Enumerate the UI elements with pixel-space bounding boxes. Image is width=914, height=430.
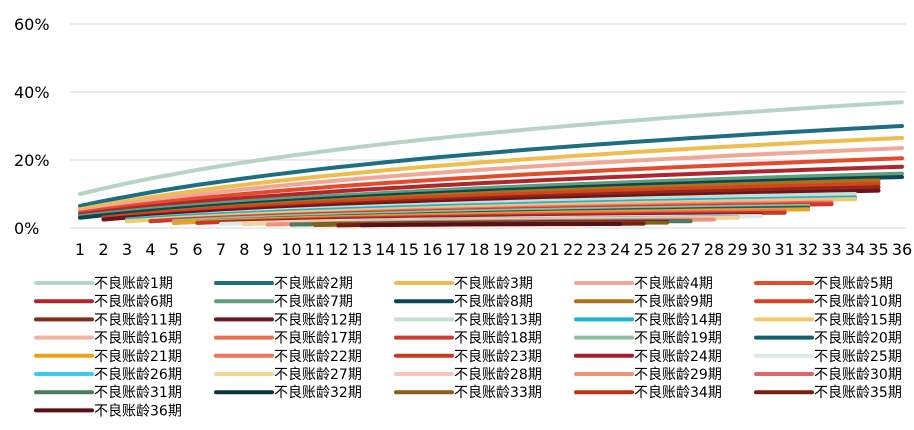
- x-tick-label: 36: [892, 240, 912, 259]
- x-tick-label: 22: [563, 240, 583, 259]
- x-tick-label: 29: [727, 240, 747, 259]
- legend-label: 不良账龄29期: [634, 367, 722, 383]
- x-tick-label: 34: [845, 240, 865, 259]
- x-tick-label: 6: [192, 240, 202, 259]
- x-tick-label: 33: [821, 240, 841, 259]
- series-line: [78, 164, 904, 217]
- x-tick-label: 17: [446, 240, 466, 259]
- legend-label: 不良账龄11期: [94, 312, 182, 328]
- x-tick-label: 2: [98, 240, 108, 259]
- x-tick-label: 27: [680, 240, 700, 259]
- legend-label: 不良账龄4期: [634, 276, 713, 292]
- x-tick-label: 26: [657, 240, 677, 259]
- x-tick-label: 16: [422, 240, 442, 259]
- x-tick-label: 5: [169, 240, 179, 259]
- x-tick-label: 23: [587, 240, 607, 259]
- y-tick-label: 40%: [14, 83, 50, 102]
- x-tick-label: 12: [328, 240, 348, 259]
- y-axis-tick-labels: 0% 20% 40% 60%: [14, 15, 50, 238]
- legend-label: 不良账龄27期: [274, 367, 362, 383]
- x-axis-tick-labels: 1 2 3 4 5 6 7 8 9 10 11 12 13 14 15 16 17 18 19 20 21 22 23 24 2…: [75, 240, 912, 259]
- x-tick-label: 13: [352, 240, 372, 259]
- legend-label: 不良账龄16期: [94, 331, 182, 347]
- series-lines: [78, 100, 904, 228]
- legend-label: 不良账龄31期: [94, 385, 182, 401]
- x-tick-label: 24: [610, 240, 630, 259]
- legend-label: 不良账龄7期: [274, 294, 353, 310]
- x-tick-label: 1: [75, 240, 85, 259]
- legend-label: 不良账龄34期: [634, 385, 722, 401]
- legend-label: 不良账龄9期: [634, 294, 713, 310]
- x-tick-label: 20: [516, 240, 536, 259]
- series-line: [78, 124, 904, 208]
- legend-label: 不良账龄12期: [274, 312, 362, 328]
- series-line: [78, 146, 904, 213]
- legend-label: 不良账龄17期: [274, 331, 362, 347]
- x-tick-label: 18: [469, 240, 489, 259]
- y-tick-label: 20%: [14, 151, 50, 170]
- series-line: [101, 181, 881, 220]
- legend-label: 不良账龄24期: [634, 349, 722, 365]
- x-tick-label: 31: [774, 240, 794, 259]
- x-tick-label: 28: [704, 240, 724, 259]
- legend-label: 不良账龄2期: [274, 276, 353, 292]
- legend-label: 不良账龄18期: [454, 331, 542, 347]
- x-tick-label: 7: [216, 240, 226, 259]
- legend-label: 不良账龄28期: [454, 367, 542, 383]
- series-line: [78, 135, 904, 212]
- x-tick-label: 11: [305, 240, 325, 259]
- x-tick-label: 4: [145, 240, 155, 259]
- legend-label: 不良账龄23期: [454, 349, 542, 365]
- x-tick-label: 35: [868, 240, 888, 259]
- x-tick-label: 8: [239, 240, 249, 259]
- x-tick-label: 14: [375, 240, 395, 259]
- grid-lines: [70, 23, 906, 229]
- series-line: [78, 171, 904, 219]
- x-tick-label: 21: [540, 240, 560, 259]
- x-tick-label: 32: [798, 240, 818, 259]
- x-tick-label: 30: [751, 240, 771, 259]
- legend-label: 不良账龄6期: [94, 294, 173, 310]
- legend-label: 不良账龄19期: [634, 331, 722, 347]
- series-line: [78, 156, 904, 215]
- legend-label: 不良账龄32期: [274, 385, 362, 401]
- legend-label: 不良账龄26期: [94, 367, 182, 383]
- legend-label: 不良账龄35期: [814, 385, 902, 401]
- x-tick-label: 19: [493, 240, 513, 259]
- legend-label: 不良账龄21期: [94, 349, 182, 365]
- legend-label: 不良账龄15期: [814, 312, 902, 328]
- y-tick-label: 60%: [14, 15, 50, 34]
- x-tick-label: 25: [633, 240, 653, 259]
- legend-label: 不良账龄14期: [634, 312, 722, 328]
- legend-label: 不良账龄33期: [454, 385, 542, 401]
- series-line: [359, 221, 623, 228]
- y-tick-label: 0%: [14, 219, 39, 238]
- legend-label: 不良账龄1期: [94, 276, 173, 292]
- legend-label: 不良账龄20期: [814, 331, 902, 347]
- legend-label: 不良账龄25期: [814, 349, 902, 365]
- legend-label: 不良账龄3期: [454, 276, 533, 292]
- legend-label: 不良账龄5期: [814, 276, 893, 292]
- x-tick-label: 9: [263, 240, 273, 259]
- x-tick-label: 10: [281, 240, 301, 259]
- x-tick-label: 15: [399, 240, 419, 259]
- legend-label: 不良账龄13期: [454, 312, 542, 328]
- legend-label: 不良账龄22期: [274, 349, 362, 365]
- x-tick-label: 3: [122, 240, 132, 259]
- legend-label: 不良账龄36期: [94, 403, 182, 419]
- legend-label: 不良账龄8期: [454, 294, 533, 310]
- legend-label: 不良账龄30期: [814, 367, 902, 383]
- legend-label: 不良账龄10期: [814, 294, 902, 310]
- series-line: [78, 100, 904, 196]
- series-line: [78, 175, 904, 220]
